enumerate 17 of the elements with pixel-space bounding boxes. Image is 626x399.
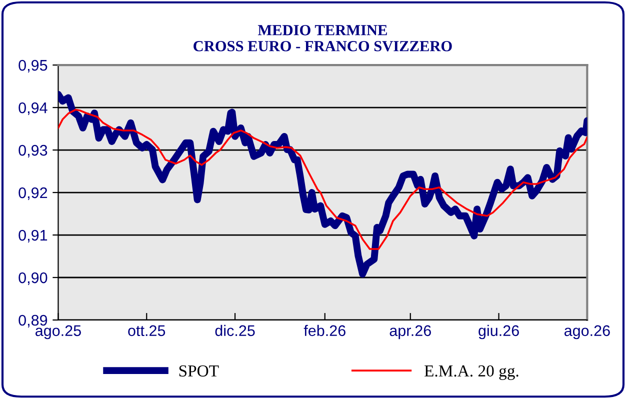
y-tick-label: 0,92 [18,187,48,200]
chart-title: MEDIO TERMINE CROSS EURO - FRANCO SVIZZERO [194,25,452,52]
y-tick-label: 0,89 [18,314,48,328]
y-tick-label: 0,95 [18,60,48,73]
legend-label: E.M.A. 20 gg. [424,365,518,380]
x-tick-label: giu.26 [478,324,519,340]
y-tick-label: 0,93 [18,144,48,158]
x-tick-label: feb.26 [304,324,346,336]
legend-label: SPOT [179,365,219,377]
x-tick-label: ago.26 [564,325,610,340]
x-tick-label: ott.25 [128,325,166,336]
x-tick-label: apr.26 [390,325,431,340]
y-tick-label: 0,90 [18,272,48,285]
y-tick-label: 0,91 [18,230,48,242]
y-tick-label: 0,94 [18,102,48,116]
x-tick-label: dic.25 [215,324,255,336]
x-tick-label: ago.25 [36,325,81,340]
